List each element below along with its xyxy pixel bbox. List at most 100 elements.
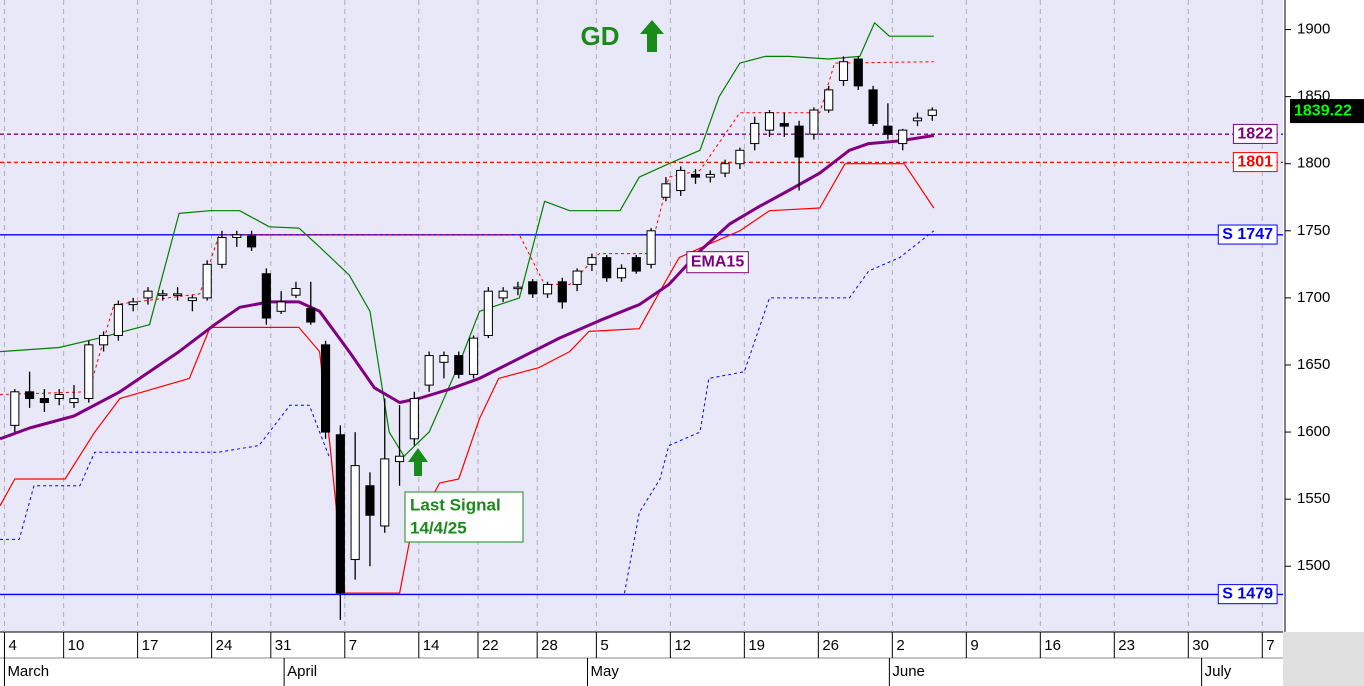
candle-body [202,263,212,299]
plot-area [0,0,1283,632]
candle-body [276,301,286,312]
candle-body [898,129,908,145]
month-label: March [7,663,49,680]
x-tick-label: 17 [142,637,159,654]
candle-body [690,173,701,178]
candle-body [99,334,109,346]
candle-body [572,270,582,285]
y-tick-label: 1750 [1297,222,1330,239]
candle-body [602,257,612,279]
x-tick-label: 23 [1118,637,1135,654]
x-tick-label: 2 [896,637,904,654]
candle-body [10,391,20,426]
candle-body [113,304,123,336]
candle-body [705,173,715,178]
level-label-box [1232,152,1278,173]
chart-title: GD [581,21,620,51]
x-tick-label: 12 [674,637,691,654]
title-arrow [640,20,664,52]
x-tick-label: 19 [748,637,765,654]
signal-box [404,491,524,543]
candle-body [646,230,656,265]
candle-body [350,465,360,561]
signal-date: 14/4/25 [410,518,467,537]
candle-body [779,122,789,127]
last-price-label: 1839.22 [1294,102,1352,119]
candle-body [824,89,834,111]
candle-body [616,267,627,279]
candle-body [868,89,878,124]
candle-body [394,455,405,463]
candle-body [720,163,730,174]
line-label: EMA15 [691,254,744,271]
indicator-line [0,230,935,594]
candle-body [217,237,227,265]
candle-body [853,58,863,87]
x-tick-label: 31 [275,637,292,654]
candle-body [39,398,49,404]
candle-body [335,434,345,594]
indicator-line [0,134,935,441]
candle-body [883,125,893,135]
line-label-box [686,251,749,274]
candle-body [232,234,242,239]
indicator-line [0,22,934,457]
candle-body [439,355,449,363]
x-tick-label: 9 [970,637,978,654]
x-tick-label: 5 [600,637,608,654]
level-label: 1801 [1237,154,1273,171]
candle-body [173,293,183,296]
candle-body [838,61,849,82]
candle-body [542,283,553,295]
candle-body [291,287,301,296]
candle-body [261,273,271,319]
candle-body [246,235,257,248]
candle-body [809,109,819,135]
candle-body [409,398,419,440]
candle-body [676,169,686,192]
x-tick-label: 24 [216,637,233,654]
indicator-line [0,163,935,594]
candle-body [454,355,464,375]
month-label: June [892,663,925,680]
candle-body [498,290,508,299]
candle-body [513,286,523,290]
month-label: April [287,663,317,680]
candle-body [320,344,331,433]
x-tick-label: 14 [423,637,440,654]
candle-body [54,393,64,400]
candle-body [365,485,375,516]
level-label-box [1217,584,1278,605]
x-tick-label: 26 [822,637,839,654]
y-tick-label: 1500 [1297,557,1330,574]
candle-body [143,290,153,299]
y-tick-label: 1550 [1297,490,1330,507]
candle-body [587,257,597,265]
candle-body [528,281,538,295]
x-tick-label: 10 [68,637,85,654]
candle-body [735,149,745,165]
y-tick-label: 1900 [1297,20,1330,37]
candle-body [424,355,434,386]
level-label: S 1747 [1222,226,1273,243]
y-tick-label: 1650 [1297,356,1330,373]
candle-body [468,337,479,375]
indicator-line [0,61,934,395]
x-tick-label: 16 [1044,637,1061,654]
y-tick-label: 1700 [1297,289,1330,306]
x-tick-label: 28 [541,637,558,654]
month-label: July [1205,663,1232,680]
candle-body [927,109,937,116]
level-label-box [1217,224,1278,245]
candle-body [631,257,641,272]
level-label: 1822 [1237,125,1273,142]
x-tick-label: 30 [1192,637,1209,654]
candle-body [750,122,760,145]
candle-body [187,297,197,302]
candle-body [794,125,804,158]
candle-body [84,344,94,400]
candle-body [557,281,567,303]
level-label-box [1232,123,1278,144]
y-tick-label: 1600 [1297,423,1330,440]
candle-body [483,290,493,336]
